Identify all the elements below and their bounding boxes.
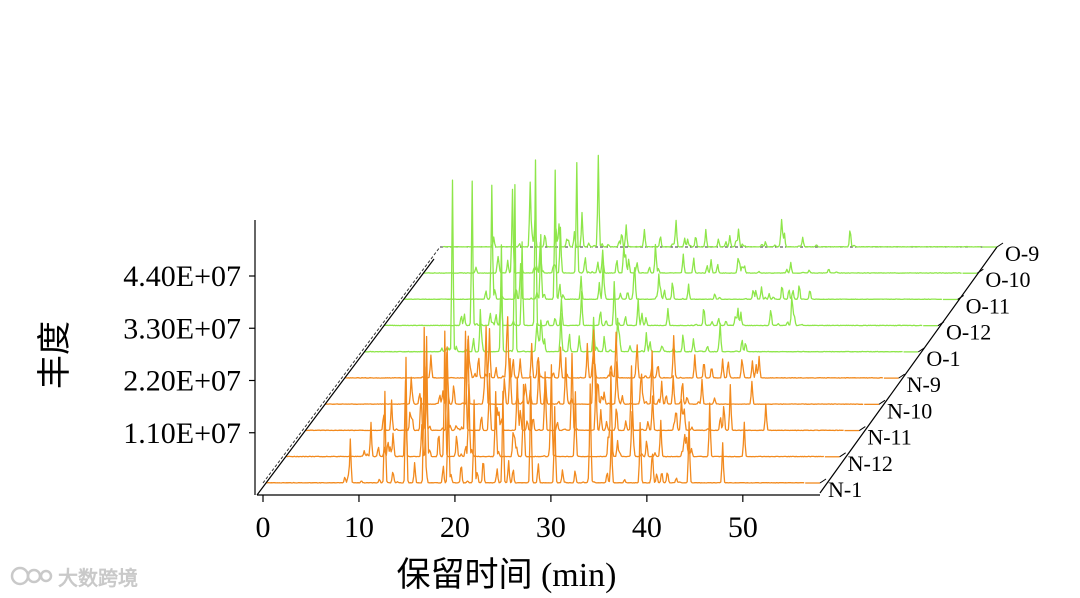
series-line-o-9: [442, 154, 982, 248]
series-label-n-1: N-1: [828, 477, 862, 502]
series-line-o-10: [423, 162, 962, 274]
series-label-tick: [898, 373, 905, 379]
series-layer: [265, 154, 997, 484]
series-label-o-10: O-10: [985, 267, 1030, 292]
series-line-o-1: [364, 179, 903, 353]
x-tick-label: 10: [344, 511, 374, 544]
series-line-n-10: [324, 325, 864, 405]
depth-axis-left-line: [256, 258, 435, 496]
series-label-tick: [996, 242, 1004, 248]
watermark-logo-icon: [10, 566, 53, 586]
y-tick-label: 1.10E+07: [123, 417, 241, 450]
series-label-o-1: O-1: [926, 346, 960, 371]
series-line-o-11: [403, 169, 942, 301]
series-label-tick: [819, 478, 827, 484]
series-line-n-12: [285, 330, 824, 458]
series-label-n-11: N-11: [867, 425, 911, 450]
x-tick-label: 40: [632, 511, 662, 544]
y-tick-label: 2.20E+07: [123, 365, 241, 398]
series-label-n-10: N-10: [887, 398, 932, 423]
series-line-o-12: [383, 159, 923, 327]
x-axis-title: 保留时间 (min): [396, 556, 616, 594]
x-tick-label: 30: [536, 511, 566, 544]
y-axis-title: 丰度: [36, 321, 74, 389]
series-line-n-9: [344, 316, 884, 379]
y-tick-label: 4.40E+07: [123, 260, 241, 293]
series-label-o-11: O-11: [966, 293, 1010, 318]
watermark-text: 大数跨境: [58, 565, 138, 590]
series-label-n-9: N-9: [907, 372, 941, 397]
depth-left-edge: [262, 246, 441, 484]
watermark: 大数跨境: [10, 563, 138, 590]
x-tick-label: 20: [440, 511, 470, 544]
series-label-o-12: O-12: [946, 320, 991, 345]
series-line-n-1: [265, 326, 805, 484]
x-tick-label: 0: [256, 511, 271, 544]
series-label-o-9: O-9: [1005, 241, 1039, 266]
label-layer: O-9O-10O-11O-12O-1N-9N-10N-11N-12N-10 10 2…: [36, 241, 1039, 594]
y-tick-label: 3.30E+07: [123, 312, 241, 345]
depth-axis-line: [819, 246, 998, 494]
x-tick-label: 50: [728, 511, 758, 544]
series-label-tick: [859, 426, 866, 431]
series-label-n-12: N-12: [848, 451, 893, 476]
series-label-tick: [878, 399, 886, 405]
axis-layer: [249, 220, 1004, 502]
series-label-tick: [839, 452, 846, 458]
